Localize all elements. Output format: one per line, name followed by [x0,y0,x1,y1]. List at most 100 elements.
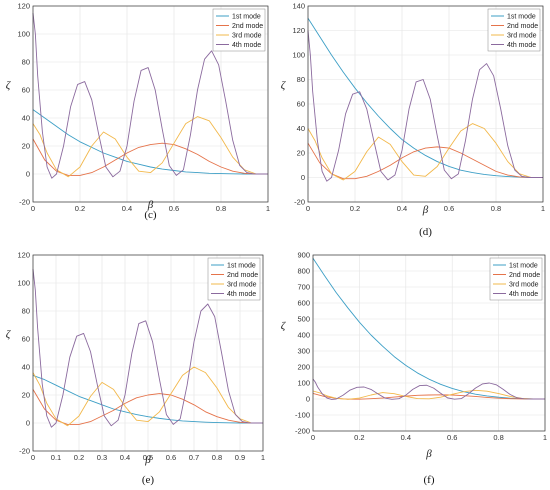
legend-entry: 3rd mode [507,32,537,39]
x-tick-label: 0.3 [97,453,107,462]
y-tick-label: 100 [17,279,30,288]
y-tick-label: 80 [22,58,30,67]
y-tick-label: 200 [297,363,310,372]
x-tick-label: 0.6 [447,433,457,442]
y-tick-label: 140 [292,2,305,11]
chart-f-svg: 0 0.2 0.4 0.6 0.8 1 -200 -100 0 100 200 300 400 500 60… [281,251,547,487]
y-axis-label: ζ [281,79,287,91]
series-line-1-c [32,109,268,175]
y-tick-label: 900 [297,251,310,260]
x-tick-label: 1 [543,433,547,442]
legend-entry: 3rd mode [509,281,539,288]
y-tick-label: 300 [297,347,310,356]
y-tick-label: 800 [297,267,310,276]
y-tick-label: 100 [292,51,305,60]
y-tick-label: -200 [295,427,310,436]
chart-panel-d: 0 0.2 0.4 0.6 0.8 1 -20 0 20 40 60 80 100 120 140 β ζ (d)… [275,0,550,240]
y-axis-label: ζ [6,328,12,340]
y-tick-label: -20 [19,447,30,456]
y-tick-label: -20 [294,198,305,207]
x-tick-label: 1 [266,204,270,213]
x-tick-label: 0.4 [401,433,411,442]
x-axis-label: β [425,448,432,460]
legend-entry: 1st mode [227,262,256,269]
x-tick-label: 0.6 [444,204,454,213]
x-tick-label: 0.4 [122,204,132,213]
y-tick-label: 80 [297,75,305,84]
legend-entry: 1st mode [509,262,538,269]
legend-entry: 1st mode [232,13,261,20]
y-tick-label: 0 [306,395,310,404]
series-line-4-d [307,30,543,182]
legend-entry: 1st mode [507,13,536,20]
y-tick-label: 40 [297,124,305,133]
panel-caption: (f) [424,474,435,486]
x-tick-label: 0.1 [51,453,61,462]
chart-panel-f: 0 0.2 0.4 0.6 0.8 1 -200 -100 0 100 200 300 400 500 60… [275,245,550,490]
series-line-3-d [307,123,543,181]
y-tick-label: 400 [297,331,310,340]
y-tick-label: -20 [19,198,30,207]
series-line-4-f [312,378,545,400]
y-tick-label: 120 [17,251,30,260]
panel-caption: (c) [144,209,157,221]
legend-entry: 4th mode [232,42,261,49]
series-line-2-d [307,142,543,180]
y-tick-label: 0 [26,170,30,179]
x-tick-label: 1 [541,204,545,213]
legend-entry: 2nd mode [227,272,258,279]
x-tick-label: 0.8 [491,204,501,213]
panel-caption: (e) [142,474,155,486]
chart-panel-c: 0 0.2 0.4 0.6 0.8 1 -20 0 20 40 60 80 100 120 β ζ (c) 1st… [0,0,275,240]
x-tick-label: 0.2 [350,204,360,213]
y-tick-label: 120 [17,2,30,11]
x-tick-label: 0.9 [235,453,245,462]
legend-entry: 3rd mode [232,32,262,39]
series-line-3-f [312,389,545,400]
chart-d-svg: 0 0.2 0.4 0.6 0.8 1-20020406080100120140βζ(d)… [281,2,545,239]
legend-entry: 3rd mode [227,281,257,288]
chart-c-svg: 0 0.2 0.4 0.6 0.8 1-20020406080100120βζ(c)1st… [6,2,270,222]
series-line-3-c [32,116,268,178]
x-tick-label: 0.2 [74,453,84,462]
chart-panel-e: 0 0.1 0.2 0.3 0.4 0.5 0.6 0.7 0.8 0.9 1 -20 0 20 40 60 8… [0,245,275,490]
x-tick-label: 0 [306,204,310,213]
y-tick-label: 120 [292,26,305,35]
x-tick-label: 0.8 [493,433,503,442]
x-tick-label: 0.4 [397,204,407,213]
legend-entry: 4th mode [509,291,538,298]
x-tick-label: 1 [261,453,265,462]
series-line-4-c [32,12,268,179]
y-axis-label: ζ [281,320,287,332]
series-line-1-f [312,257,546,400]
x-axis-label: β [144,454,151,466]
y-tick-label: 0 [26,419,30,428]
x-tick-label: 0.6 [166,453,176,462]
x-tick-label: 0.4 [120,453,130,462]
y-tick-label: 600 [297,299,310,308]
legend-entry: 2nd mode [507,23,538,30]
x-tick-label: 0 [31,204,35,213]
y-tick-label: 60 [22,335,30,344]
y-tick-label: -100 [295,411,310,420]
y-tick-label: 40 [22,114,30,123]
series-line-1-e [32,374,263,424]
y-tick-label: 80 [22,307,30,316]
x-tick-label: 0.2 [75,204,85,213]
x-tick-label: 0.7 [189,453,199,462]
x-tick-label: 0.5 [143,453,153,462]
series-line-1-d [307,18,543,178]
chart-e-svg: 0 0.1 0.2 0.3 0.4 0.5 0.6 0.7 0.8 0.9 1-2002040608… [6,251,265,487]
y-tick-label: 0 [301,173,305,182]
x-tick-label: 0 [31,453,35,462]
legend-entry: 2nd mode [232,23,263,30]
x-axis-label: β [422,204,429,216]
y-tick-label: 100 [297,379,310,388]
x-tick-label: 0.2 [354,433,364,442]
y-tick-label: 60 [22,86,30,95]
legend-entry: 2nd mode [509,272,540,279]
y-tick-label: 40 [22,363,30,372]
plot-frame-e [32,254,264,452]
y-tick-label: 500 [297,315,310,324]
y-tick-label: 60 [297,100,305,109]
